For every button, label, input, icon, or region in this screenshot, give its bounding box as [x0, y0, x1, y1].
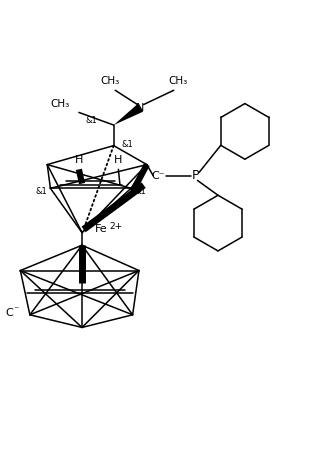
Text: &1: &1: [135, 187, 146, 196]
Text: Fe: Fe: [95, 225, 107, 234]
Text: ⁻: ⁻: [14, 305, 19, 315]
Text: C: C: [5, 308, 13, 318]
Text: P: P: [192, 169, 200, 182]
Text: H: H: [114, 155, 122, 164]
Text: &1: &1: [35, 187, 47, 196]
Text: N: N: [136, 103, 145, 113]
Text: CH₃: CH₃: [169, 76, 188, 85]
Text: &1: &1: [85, 116, 97, 125]
Polygon shape: [114, 103, 143, 125]
Text: CH₃: CH₃: [50, 99, 69, 109]
Text: H: H: [75, 155, 83, 164]
Text: C⁻: C⁻: [151, 170, 165, 181]
Text: 2+: 2+: [109, 222, 122, 231]
Text: &1: &1: [122, 140, 133, 149]
Text: CH₃: CH₃: [101, 76, 120, 85]
